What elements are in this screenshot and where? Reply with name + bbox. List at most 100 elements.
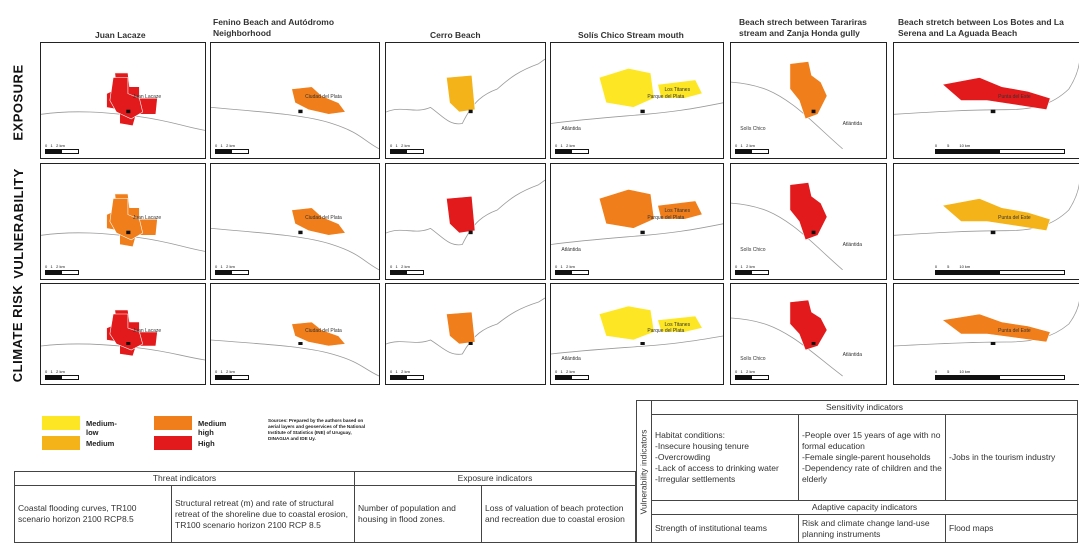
risk-area — [942, 199, 1050, 231]
place-label: Atlántida — [561, 356, 581, 362]
map-panel-r2-c1: Ciudad del Plata 0 1 2 km — [210, 283, 380, 385]
map-svg — [41, 164, 205, 279]
exposure-cell-population: Number of population and housing in floo… — [354, 485, 482, 543]
vulnerability-table: Vulnerability indicators Sensitivity ind… — [636, 400, 1078, 543]
scale-bar-line — [45, 375, 79, 380]
scale-bar-label: 0 1 2 km — [735, 143, 755, 148]
scale-bar-line — [735, 375, 769, 380]
coastline — [731, 82, 843, 149]
column-header-fenino-beach: Fenino Beach and Autódromo Neighborhood — [213, 17, 335, 38]
risk-area — [658, 201, 703, 219]
row-label-vulnerability: VULNERABILITY — [10, 167, 26, 279]
legend-swatch-medium-low — [42, 416, 80, 430]
map-panel-r2-c2: 0 1 2 km — [385, 283, 546, 385]
scale-bar: 0 1 2 km — [45, 369, 79, 380]
scale-bar-line — [934, 375, 1066, 380]
scale-bar: 0 1 2 km — [555, 143, 589, 154]
map-panel-r2-c5: Punta del Este 0 5 10 km — [893, 283, 1079, 385]
risk-area — [942, 78, 1050, 110]
map-svg — [211, 43, 379, 158]
coastline — [211, 107, 379, 148]
legend-swatch-medium — [42, 436, 80, 450]
coastline — [41, 233, 205, 252]
map-panel-r1-c1: Ciudad del Plata 0 1 2 km — [210, 163, 380, 280]
map-panel-r1-c3: Parque del Plata Atlántida Los Titanes 0 1 … — [550, 163, 724, 280]
map-panel-r2-c0: Juan Lacaze 0 1 2 km — [40, 283, 206, 385]
map-svg — [386, 284, 545, 384]
place-label: Atlántida — [842, 121, 863, 128]
map-panel-r1-c4: Atlántida Solís Chico 0 1 2 km — [730, 163, 887, 280]
place-label: Parque del Plata — [647, 214, 685, 221]
locality-marker — [298, 342, 303, 345]
sensitivity-cell-people: -People over 15 years of age with no for… — [798, 414, 946, 501]
adaptive-capacity-header: Adaptive capacity indicators — [651, 500, 1078, 515]
scale-bar-line — [555, 270, 589, 275]
risk-area — [292, 87, 346, 115]
risk-area — [658, 316, 703, 332]
place-label: Juan Lacaze — [132, 214, 162, 221]
scale-bar-line — [934, 270, 1066, 275]
place-label: Punta del Este — [998, 328, 1031, 334]
coastline — [41, 112, 205, 131]
locality-marker — [990, 342, 996, 345]
place-label: Atlántida — [842, 242, 863, 249]
place-label: Atlántida — [561, 125, 581, 132]
map-svg — [894, 43, 1079, 158]
scale-bar-line — [45, 149, 79, 154]
legend-swatch-medium-high — [154, 416, 192, 430]
adaptive-cell-planning: Risk and climate change land-use plannin… — [798, 514, 946, 543]
scale-bar-label: 0 1 2 km — [555, 369, 575, 374]
map-svg — [41, 284, 205, 384]
legend-swatch-high — [154, 436, 192, 450]
risk-area — [292, 322, 346, 346]
scale-bar-line — [390, 149, 424, 154]
scale-bar: 0 1 2 km — [215, 143, 249, 154]
scale-bar-line — [555, 149, 589, 154]
map-panel-r1-c0: Juan Lacaze 0 1 2 km — [40, 163, 206, 280]
map-svg — [551, 43, 723, 158]
scale-bar: 0 1 2 km — [390, 369, 424, 380]
coastline — [386, 298, 545, 354]
risk-area — [942, 314, 1050, 342]
place-label: Ciudad del Plata — [305, 93, 342, 100]
map-panel-r2-c4: Atlántida Solís Chico 0 1 2 km — [730, 283, 887, 385]
legend-label-high: High — [198, 439, 215, 448]
map-panel-r0-c0: Juan Lacaze 0 1 2 km — [40, 42, 206, 159]
legend-label-medium-high: Medium high — [198, 419, 227, 437]
scale-bar-line — [555, 375, 589, 380]
map-svg — [41, 43, 205, 158]
sensitivity-header: Sensitivity indicators — [651, 400, 1078, 415]
risk-area — [658, 80, 703, 98]
place-label: Juan Lacaze — [132, 328, 162, 334]
scale-bar: 0 1 2 km — [390, 143, 424, 154]
scale-bar: 0 1 2 km — [735, 369, 769, 380]
legend-label-medium-low: Medium-low — [86, 419, 117, 437]
risk-area — [446, 196, 475, 233]
scale-bar: 0 5 10 km — [934, 264, 1066, 275]
column-header-solis-chico: Solís Chico Stream mouth — [578, 30, 684, 40]
scale-bar: 0 1 2 km — [390, 264, 424, 275]
map-panel-r0-c1: Ciudad del Plata 0 1 2 km — [210, 42, 380, 159]
locality-marker — [468, 342, 473, 345]
map-panel-r0-c2: 0 1 2 km — [385, 42, 546, 159]
map-svg — [386, 164, 545, 279]
scale-bar-label: 0 1 2 km — [390, 369, 410, 374]
column-header-cerro-beach: Cerro Beach — [430, 30, 481, 40]
row-label-exposure: EXPOSURE — [10, 63, 26, 141]
map-svg — [551, 164, 723, 279]
locality-marker — [298, 230, 303, 235]
risk-area — [790, 61, 827, 119]
locality-marker — [811, 109, 816, 114]
place-label: Los Titanes — [664, 207, 691, 214]
coastline — [41, 344, 205, 360]
scale-bar-label: 0 5 10 km — [934, 143, 971, 148]
scale-bar-line — [215, 375, 249, 380]
locality-marker — [990, 230, 996, 235]
scale-bar: 0 1 2 km — [735, 264, 769, 275]
place-label: Punta del Este — [998, 214, 1031, 221]
scale-bar: 0 1 2 km — [555, 369, 589, 380]
scale-bar-line — [390, 375, 424, 380]
coastline — [551, 336, 723, 354]
risk-area — [292, 208, 346, 236]
scale-bar: 0 5 10 km — [934, 369, 1066, 380]
